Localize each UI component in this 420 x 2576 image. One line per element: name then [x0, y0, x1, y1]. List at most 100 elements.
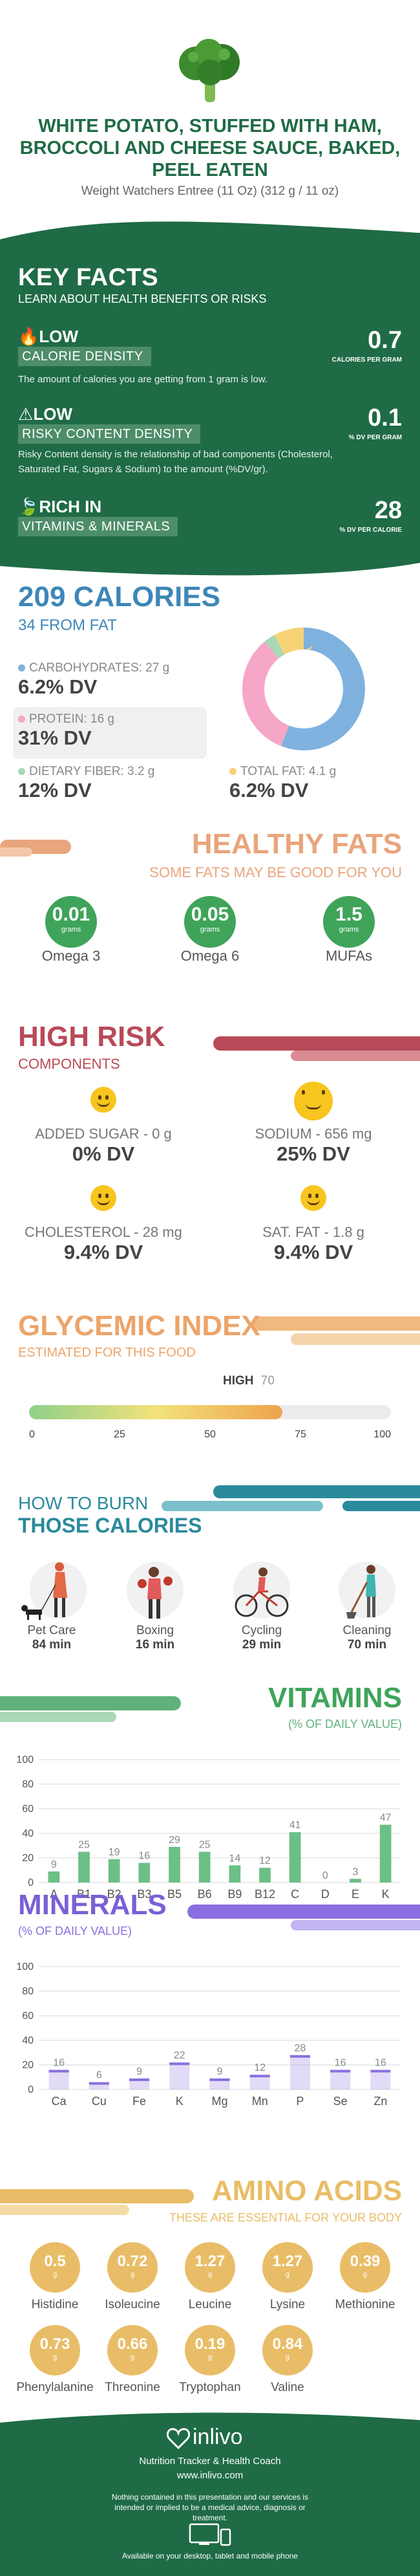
bar-value-label: 19 [109, 1847, 120, 1858]
amino-unit: g [52, 2271, 58, 2278]
amino-name: Threonine [105, 2381, 160, 2394]
bar-Se [330, 2069, 351, 2090]
footer-background [0, 2412, 420, 2576]
risk-dv: 9.4% DV [273, 1241, 353, 1263]
fact-description: The amount of calories you are getting f… [18, 374, 268, 385]
x-tick-label: B1 [77, 1888, 91, 1901]
fact-label: RISKY CONTENT DENSITY [18, 424, 201, 444]
nutrient-label: CARBOHYDRATES: 27 g [29, 661, 170, 675]
amino-unit: g [362, 2271, 368, 2278]
cycling-icon [223, 1559, 300, 1624]
amino-unit: g [52, 2353, 58, 2361]
footer-disclaimer: Nothing contained in this presentation a… [111, 2493, 309, 2522]
y-tick-label: 40 [22, 1828, 34, 1839]
fact-unit: % DV PER CALORIE [339, 527, 402, 534]
x-tick-label: B2 [107, 1888, 121, 1901]
key-facts-subtitle: LEARN ABOUT HEALTH BENEFITS OR RISKS [18, 292, 267, 305]
cleaning-icon [328, 1559, 406, 1624]
fat-value: 0.05 [191, 904, 229, 925]
x-tick-label: K [382, 1888, 390, 1901]
burn-title-small: HOW TO BURN [18, 1493, 149, 1513]
amino-unit: g [130, 2353, 135, 2361]
glycemic-readout: HIGH 70 [223, 1374, 275, 1388]
risk-item: ADDED SUGAR - 0 g 0% DV [13, 1087, 194, 1166]
minerals-bar-chart: 0 20 40 60 80 100 16 Ca 6 Cu 9 Fe 22 K 9 Mg 12 Mn 28 P 16 Se 1… [16, 1961, 401, 2108]
decorative-stripes [252, 1316, 420, 1345]
amino-badge: 0.66 g [107, 2325, 158, 2375]
legend-dot [18, 768, 25, 775]
healthy-fat-item: 0.01 grams Omega 3 [32, 896, 110, 965]
amino-item: 1.27 g Leucine [168, 2242, 252, 2312]
x-tick-label: B5 [167, 1888, 182, 1901]
bar-E [350, 1879, 361, 1883]
burn-item: Cleaning 70 min [328, 1559, 406, 1652]
glycemic-tick: 100 [373, 1429, 391, 1440]
burn-activity: Cleaning [342, 1624, 392, 1637]
glycemic-scale: 0 25 50 75 100 [29, 1405, 391, 1440]
key-facts-title: KEY FACTS [18, 264, 159, 291]
bar-cap-P [289, 2055, 310, 2058]
nutrient-carbs: CARBOHYDRATES: 27 g 6.2% DV [18, 661, 169, 699]
burn-minutes: 16 min [135, 1638, 175, 1652]
fact-unit: % DV PER GRAM [348, 434, 402, 441]
high-risk-subtitle: COMPONENTS [18, 1056, 120, 1072]
bar-cap-Fe [129, 2078, 150, 2081]
burn-minutes: 29 min [242, 1638, 282, 1652]
amino-value: 0.66 [117, 2335, 148, 2353]
y-tick-label: 40 [22, 2035, 34, 2046]
x-tick-label: Ca [52, 2095, 67, 2108]
bar-value-label: 16 [138, 1851, 150, 1862]
risk-label: SAT. FAT - 1.8 g [262, 1224, 364, 1240]
fact-tag: RICH IN [39, 497, 102, 516]
vitamins-bar-chart: 0 20 40 60 80 100 9 A 25 B1 19 B2 16 B3 29 B5 25 B6 14 B9 12… [16, 1754, 401, 1901]
amino-unit: g [285, 2353, 290, 2361]
burn-minutes: 84 min [32, 1638, 72, 1652]
neutral-face-icon [294, 1082, 333, 1120]
bar-P [289, 2055, 310, 2090]
macronutrient-donut [242, 628, 365, 750]
healthy-fats-title: HEALTHY FATS [191, 828, 402, 860]
page-title: WHITE POTATO, STUFFED WITH HAM, BROCCOLI… [19, 116, 401, 180]
glycemic-subtitle: ESTIMATED FOR THIS FOOD [18, 1346, 196, 1360]
amino-item: 0.73 g Phenylalanine [13, 2325, 97, 2395]
amino-value: 0.72 [117, 2253, 148, 2270]
glycemic-tick: 50 [204, 1429, 216, 1440]
amino-badge: 0.73 g [30, 2325, 80, 2375]
bar-cap-Mg [209, 2078, 230, 2081]
x-tick-label: B6 [198, 1888, 212, 1901]
healthy-fat-item: 1.5 grams MUFAs [310, 896, 388, 965]
fat-name: Omega 6 [180, 948, 240, 964]
bar-B3 [138, 1862, 151, 1883]
risk-dv: 25% DV [277, 1142, 350, 1165]
nutrient-dv: 6.2% DV [18, 675, 98, 698]
amino-item: 1.27 g Lysine [246, 2242, 330, 2312]
happy-face-icon [90, 1087, 116, 1113]
bar-cap-Cu [89, 2082, 109, 2085]
risk-item: CHOLESTEROL - 28 mg 9.4% DV [13, 1185, 194, 1264]
fat-unit: grams [200, 926, 220, 933]
x-tick-label: K [176, 2095, 184, 2108]
amino-item: 0.72 g Isoleucine [90, 2242, 174, 2312]
fact-calorie-density: 🔥LOW CALORIE DENSITY The amount of calor… [18, 327, 402, 387]
x-tick-label: A [50, 1888, 58, 1901]
fat-unit: grams [339, 926, 359, 933]
amino-value: 0.19 [194, 2335, 226, 2353]
risk-item: SAT. FAT - 1.8 g 9.4% DV [223, 1185, 404, 1264]
nutrient-dv: 12% DV [18, 779, 92, 802]
glycemic-title: GLYCEMIC INDEX [18, 1310, 260, 1342]
burn-minutes: 70 min [347, 1638, 387, 1652]
amino-unit: g [285, 2271, 290, 2278]
vitamins-title: VITAMINS [268, 1682, 402, 1714]
footer-url[interactable]: www.inlivo.com [176, 2470, 244, 2481]
decorative-stripes [162, 1485, 420, 1511]
fact-unit: CALORIES PER GRAM [331, 356, 402, 364]
happy-face-icon [90, 1185, 116, 1211]
fat-name: Omega 3 [41, 948, 101, 964]
y-tick-label: 100 [16, 1754, 34, 1765]
nutrient-protein: PROTEIN: 16 g 31% DV [13, 707, 207, 759]
risk-dv: 0% DV [72, 1142, 135, 1165]
y-tick-label: 80 [22, 1986, 34, 1997]
y-tick-label: 60 [22, 2011, 34, 2022]
donut-slice-protein [242, 628, 365, 750]
fact-vitamins-minerals: 🍃RICH IN VITAMINS & MINERALS 28 % DV PER… [18, 497, 402, 536]
